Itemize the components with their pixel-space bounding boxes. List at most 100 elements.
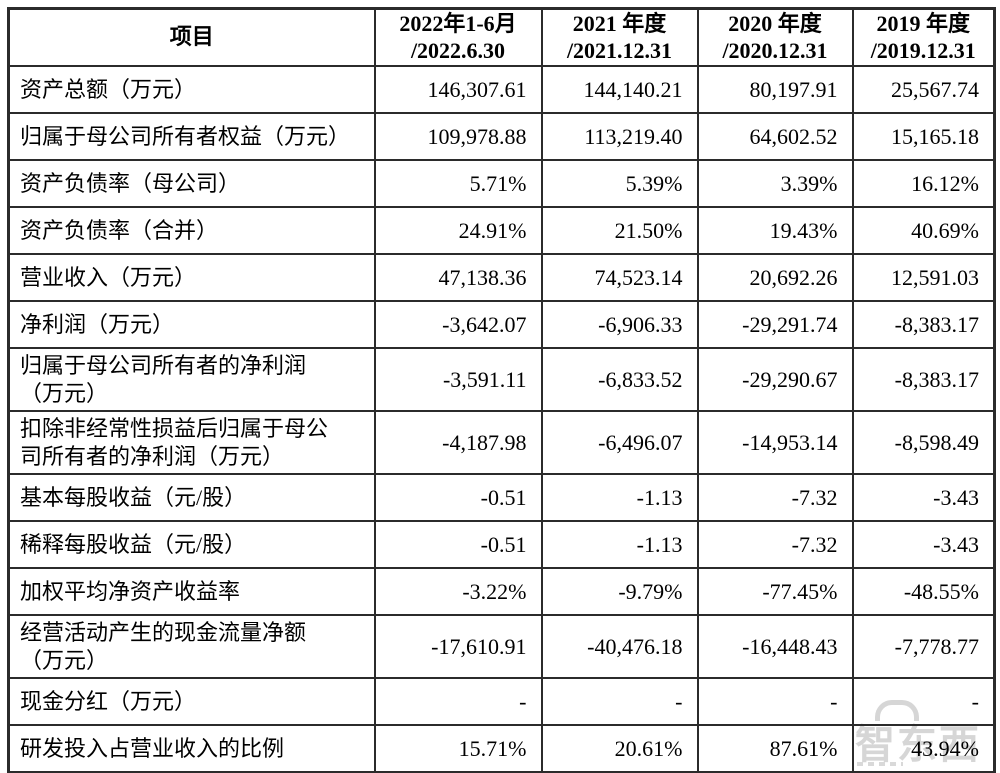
row-label: 资产负债率（合并） — [7, 206, 376, 255]
financial-summary-table-container: 智东西 项目 2022年1-6月 /2022.6.30 2021 年度 /202… — [7, 7, 996, 773]
cell-value: -9.79% — [540, 567, 699, 616]
cell-value: -3.22% — [373, 567, 543, 616]
cell-value: -6,906.33 — [540, 300, 699, 349]
table-row-debt-ratio-parent: 资产负债率（母公司） 5.71% 5.39% 3.39% 16.12% — [7, 159, 996, 208]
cell-value: -3,642.07 — [373, 300, 543, 349]
cell-value: -6,496.07 — [540, 410, 699, 475]
cell-value: 109,978.88 — [373, 112, 543, 161]
header-row: 项目 2022年1-6月 /2022.6.30 2021 年度 /2021.12… — [7, 7, 996, 67]
cell-value: - — [540, 677, 699, 726]
cell-value: -16,448.43 — [696, 614, 854, 679]
cell-value: - — [851, 677, 996, 726]
table-row-operating-cash-flow: 经营活动产生的现金流量净额 （万元） -17,610.91 -40,476.18… — [7, 614, 996, 679]
cell-value: 20,692.26 — [696, 253, 854, 302]
table-row-weighted-avg-roe: 加权平均净资产收益率 -3.22% -9.79% -77.45% -48.55% — [7, 567, 996, 616]
cell-value: 43.94% — [851, 724, 996, 773]
row-label: 资产负债率（母公司） — [7, 159, 376, 208]
cell-value: -1.13 — [540, 520, 699, 569]
cell-value: -3.43 — [851, 520, 996, 569]
table-row-net-profit-excl-nonrecurring: 扣除非经常性损益后归属于母公 司所有者的净利润（万元） -4,187.98 -6… — [7, 410, 996, 475]
cell-value: -40,476.18 — [540, 614, 699, 679]
cell-value: -7.32 — [696, 520, 854, 569]
cell-value: -14,953.14 — [696, 410, 854, 475]
table-row-revenue: 营业收入（万元） 47,138.36 74,523.14 20,692.26 1… — [7, 253, 996, 302]
row-label: 资产总额（万元） — [7, 65, 376, 114]
row-label: 加权平均净资产收益率 — [7, 567, 376, 616]
cell-value: -77.45% — [696, 567, 854, 616]
column-header-2021: 2021 年度 /2021.12.31 — [540, 7, 699, 67]
period-line1: 2019 年度 — [876, 10, 970, 36]
cell-value: 146,307.61 — [373, 65, 543, 114]
row-label: 经营活动产生的现金流量净额 （万元） — [7, 614, 376, 679]
period-line2: /2022.6.30 — [410, 37, 506, 63]
cell-value: -7.32 — [696, 473, 854, 522]
cell-value: 47,138.36 — [373, 253, 543, 302]
row-label: 基本每股收益（元/股） — [7, 473, 376, 522]
row-label: 营业收入（万元） — [7, 253, 376, 302]
cell-value: -6,833.52 — [540, 347, 699, 412]
cell-value: 5.71% — [373, 159, 543, 208]
row-label: 稀释每股收益（元/股） — [7, 520, 376, 569]
cell-value: 15,165.18 — [851, 112, 996, 161]
period-line1: 2022年1-6月 — [399, 10, 517, 36]
cell-value: - — [696, 677, 854, 726]
cell-value: 144,140.21 — [540, 65, 699, 114]
period-line1: 2020 年度 — [728, 10, 822, 36]
table-row-net-profit-parent: 归属于母公司所有者的净利润 （万元） -3,591.11 -6,833.52 -… — [7, 347, 996, 412]
cell-value: -29,291.74 — [696, 300, 854, 349]
period-line2: /2019.12.31 — [870, 37, 976, 63]
cell-value: 3.39% — [696, 159, 854, 208]
cell-value: -7,778.77 — [851, 614, 996, 679]
financial-summary-table: 项目 2022年1-6月 /2022.6.30 2021 年度 /2021.12… — [7, 7, 996, 773]
cell-value: -3.43 — [851, 473, 996, 522]
row-label: 净利润（万元） — [7, 300, 376, 349]
period-line2: /2021.12.31 — [566, 37, 673, 63]
column-header-2020: 2020 年度 /2020.12.31 — [696, 7, 854, 67]
period-line1: 2021 年度 — [572, 10, 667, 36]
cell-value: -29,290.67 — [696, 347, 854, 412]
cell-value: -1.13 — [540, 473, 699, 522]
table-row-net-profit: 净利润（万元） -3,642.07 -6,906.33 -29,291.74 -… — [7, 300, 996, 349]
cell-value: 20.61% — [540, 724, 699, 773]
cell-value: 64,602.52 — [696, 112, 854, 161]
cell-value: 16.12% — [851, 159, 996, 208]
cell-value: 21.50% — [540, 206, 699, 255]
cell-value: 19.43% — [696, 206, 854, 255]
column-header-item: 项目 — [7, 7, 376, 67]
row-label: 现金分红（万元） — [7, 677, 376, 726]
cell-value: -8,383.17 — [851, 347, 996, 412]
table-row-total-assets: 资产总额（万元） 146,307.61 144,140.21 80,197.91… — [7, 65, 996, 114]
cell-value: 5.39% — [540, 159, 699, 208]
cell-value: - — [373, 677, 543, 726]
row-label: 归属于母公司所有者的净利润 （万元） — [7, 347, 376, 412]
cell-value: 12,591.03 — [851, 253, 996, 302]
cell-value: -0.51 — [373, 520, 543, 569]
column-header-2022: 2022年1-6月 /2022.6.30 — [373, 7, 543, 67]
cell-value: 40.69% — [851, 206, 996, 255]
cell-value: 87.61% — [696, 724, 854, 773]
row-label: 研发投入占营业收入的比例 — [7, 724, 376, 773]
cell-value: 25,567.74 — [851, 65, 996, 114]
cell-value: 15.71% — [373, 724, 543, 773]
table-row-parent-equity: 归属于母公司所有者权益（万元） 109,978.88 113,219.40 64… — [7, 112, 996, 161]
row-label: 扣除非经常性损益后归属于母公 司所有者的净利润（万元） — [7, 410, 376, 475]
cell-value: -3,591.11 — [373, 347, 543, 412]
period-line2: /2020.12.31 — [722, 37, 828, 63]
table-row-basic-eps: 基本每股收益（元/股） -0.51 -1.13 -7.32 -3.43 — [7, 473, 996, 522]
cell-value: -48.55% — [851, 567, 996, 616]
table-row-diluted-eps: 稀释每股收益（元/股） -0.51 -1.13 -7.32 -3.43 — [7, 520, 996, 569]
table-row-debt-ratio-consolidated: 资产负债率（合并） 24.91% 21.50% 19.43% 40.69% — [7, 206, 996, 255]
cell-value: 24.91% — [373, 206, 543, 255]
cell-value: 113,219.40 — [540, 112, 699, 161]
cell-value: -8,598.49 — [851, 410, 996, 475]
column-header-2019: 2019 年度 /2019.12.31 — [851, 7, 996, 67]
cell-value: -0.51 — [373, 473, 543, 522]
table-row-rd-expense-ratio: 研发投入占营业收入的比例 15.71% 20.61% 87.61% 43.94% — [7, 724, 996, 773]
table-row-cash-dividend: 现金分红（万元） - - - - — [7, 677, 996, 726]
cell-value: 74,523.14 — [540, 253, 699, 302]
cell-value: 80,197.91 — [696, 65, 854, 114]
cell-value: -8,383.17 — [851, 300, 996, 349]
cell-value: -4,187.98 — [373, 410, 543, 475]
cell-value: -17,610.91 — [373, 614, 543, 679]
row-label: 归属于母公司所有者权益（万元） — [7, 112, 376, 161]
